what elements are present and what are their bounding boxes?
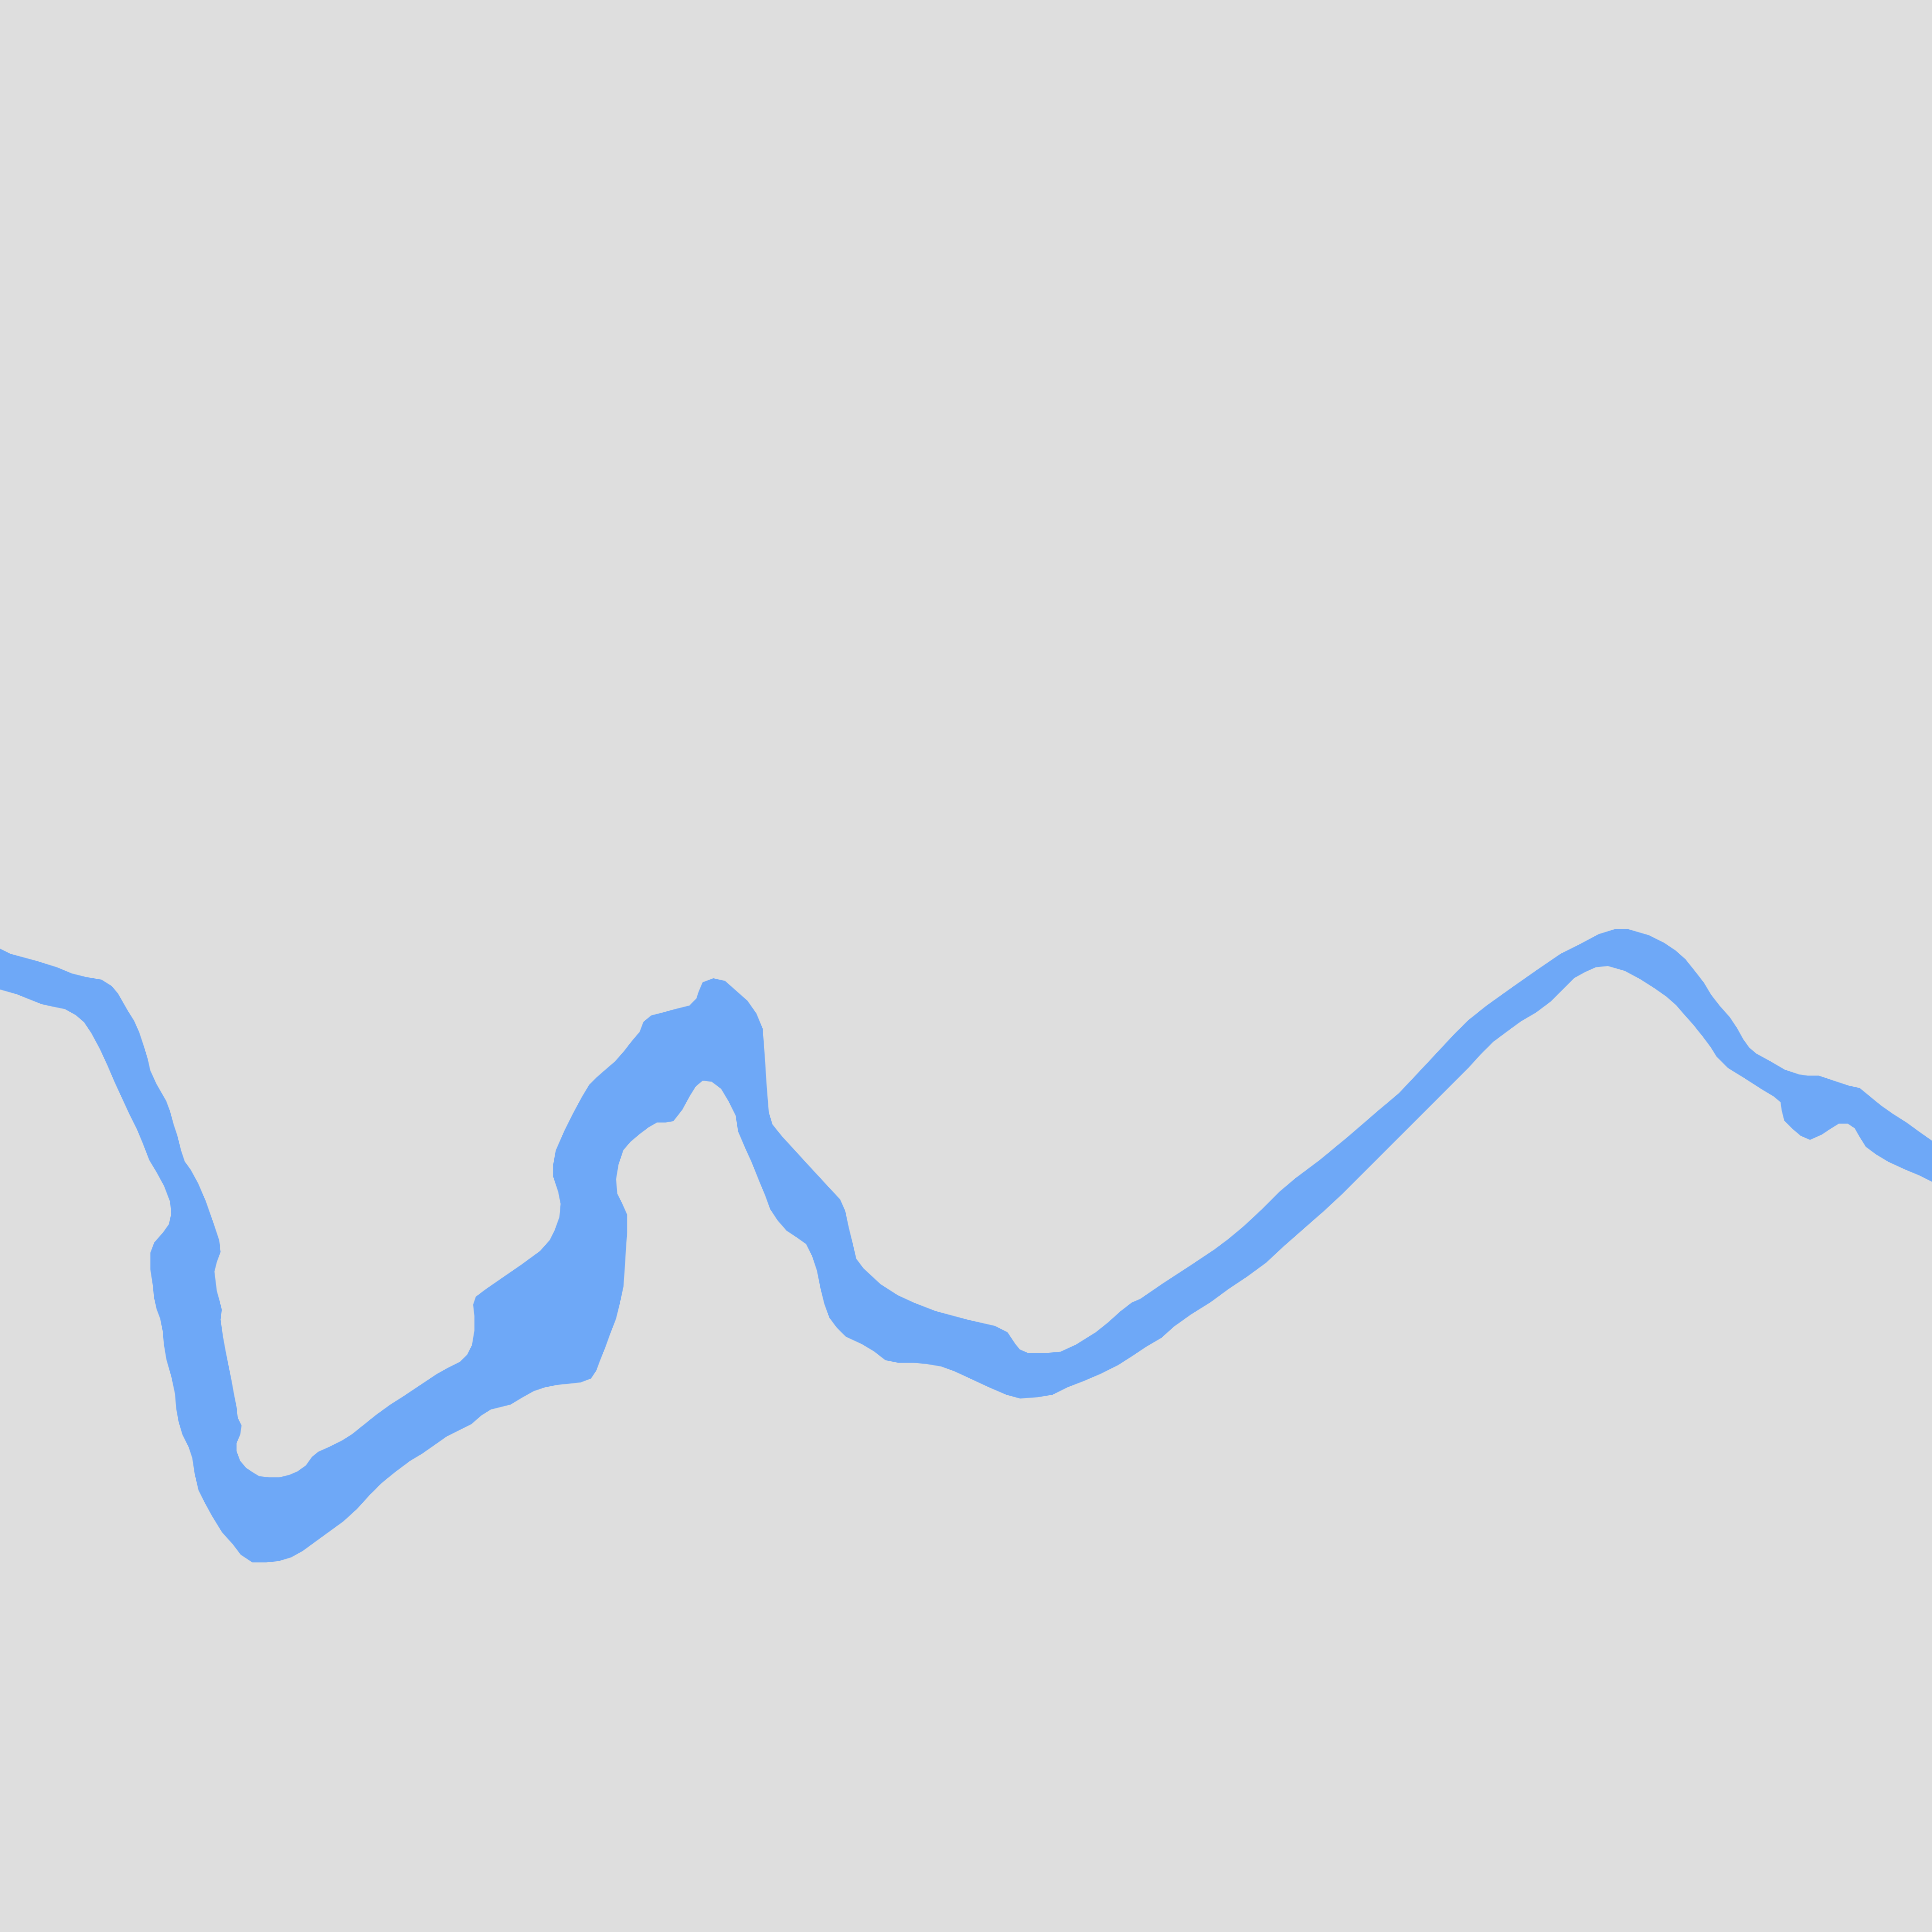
river-water-body [0,929,1932,1563]
